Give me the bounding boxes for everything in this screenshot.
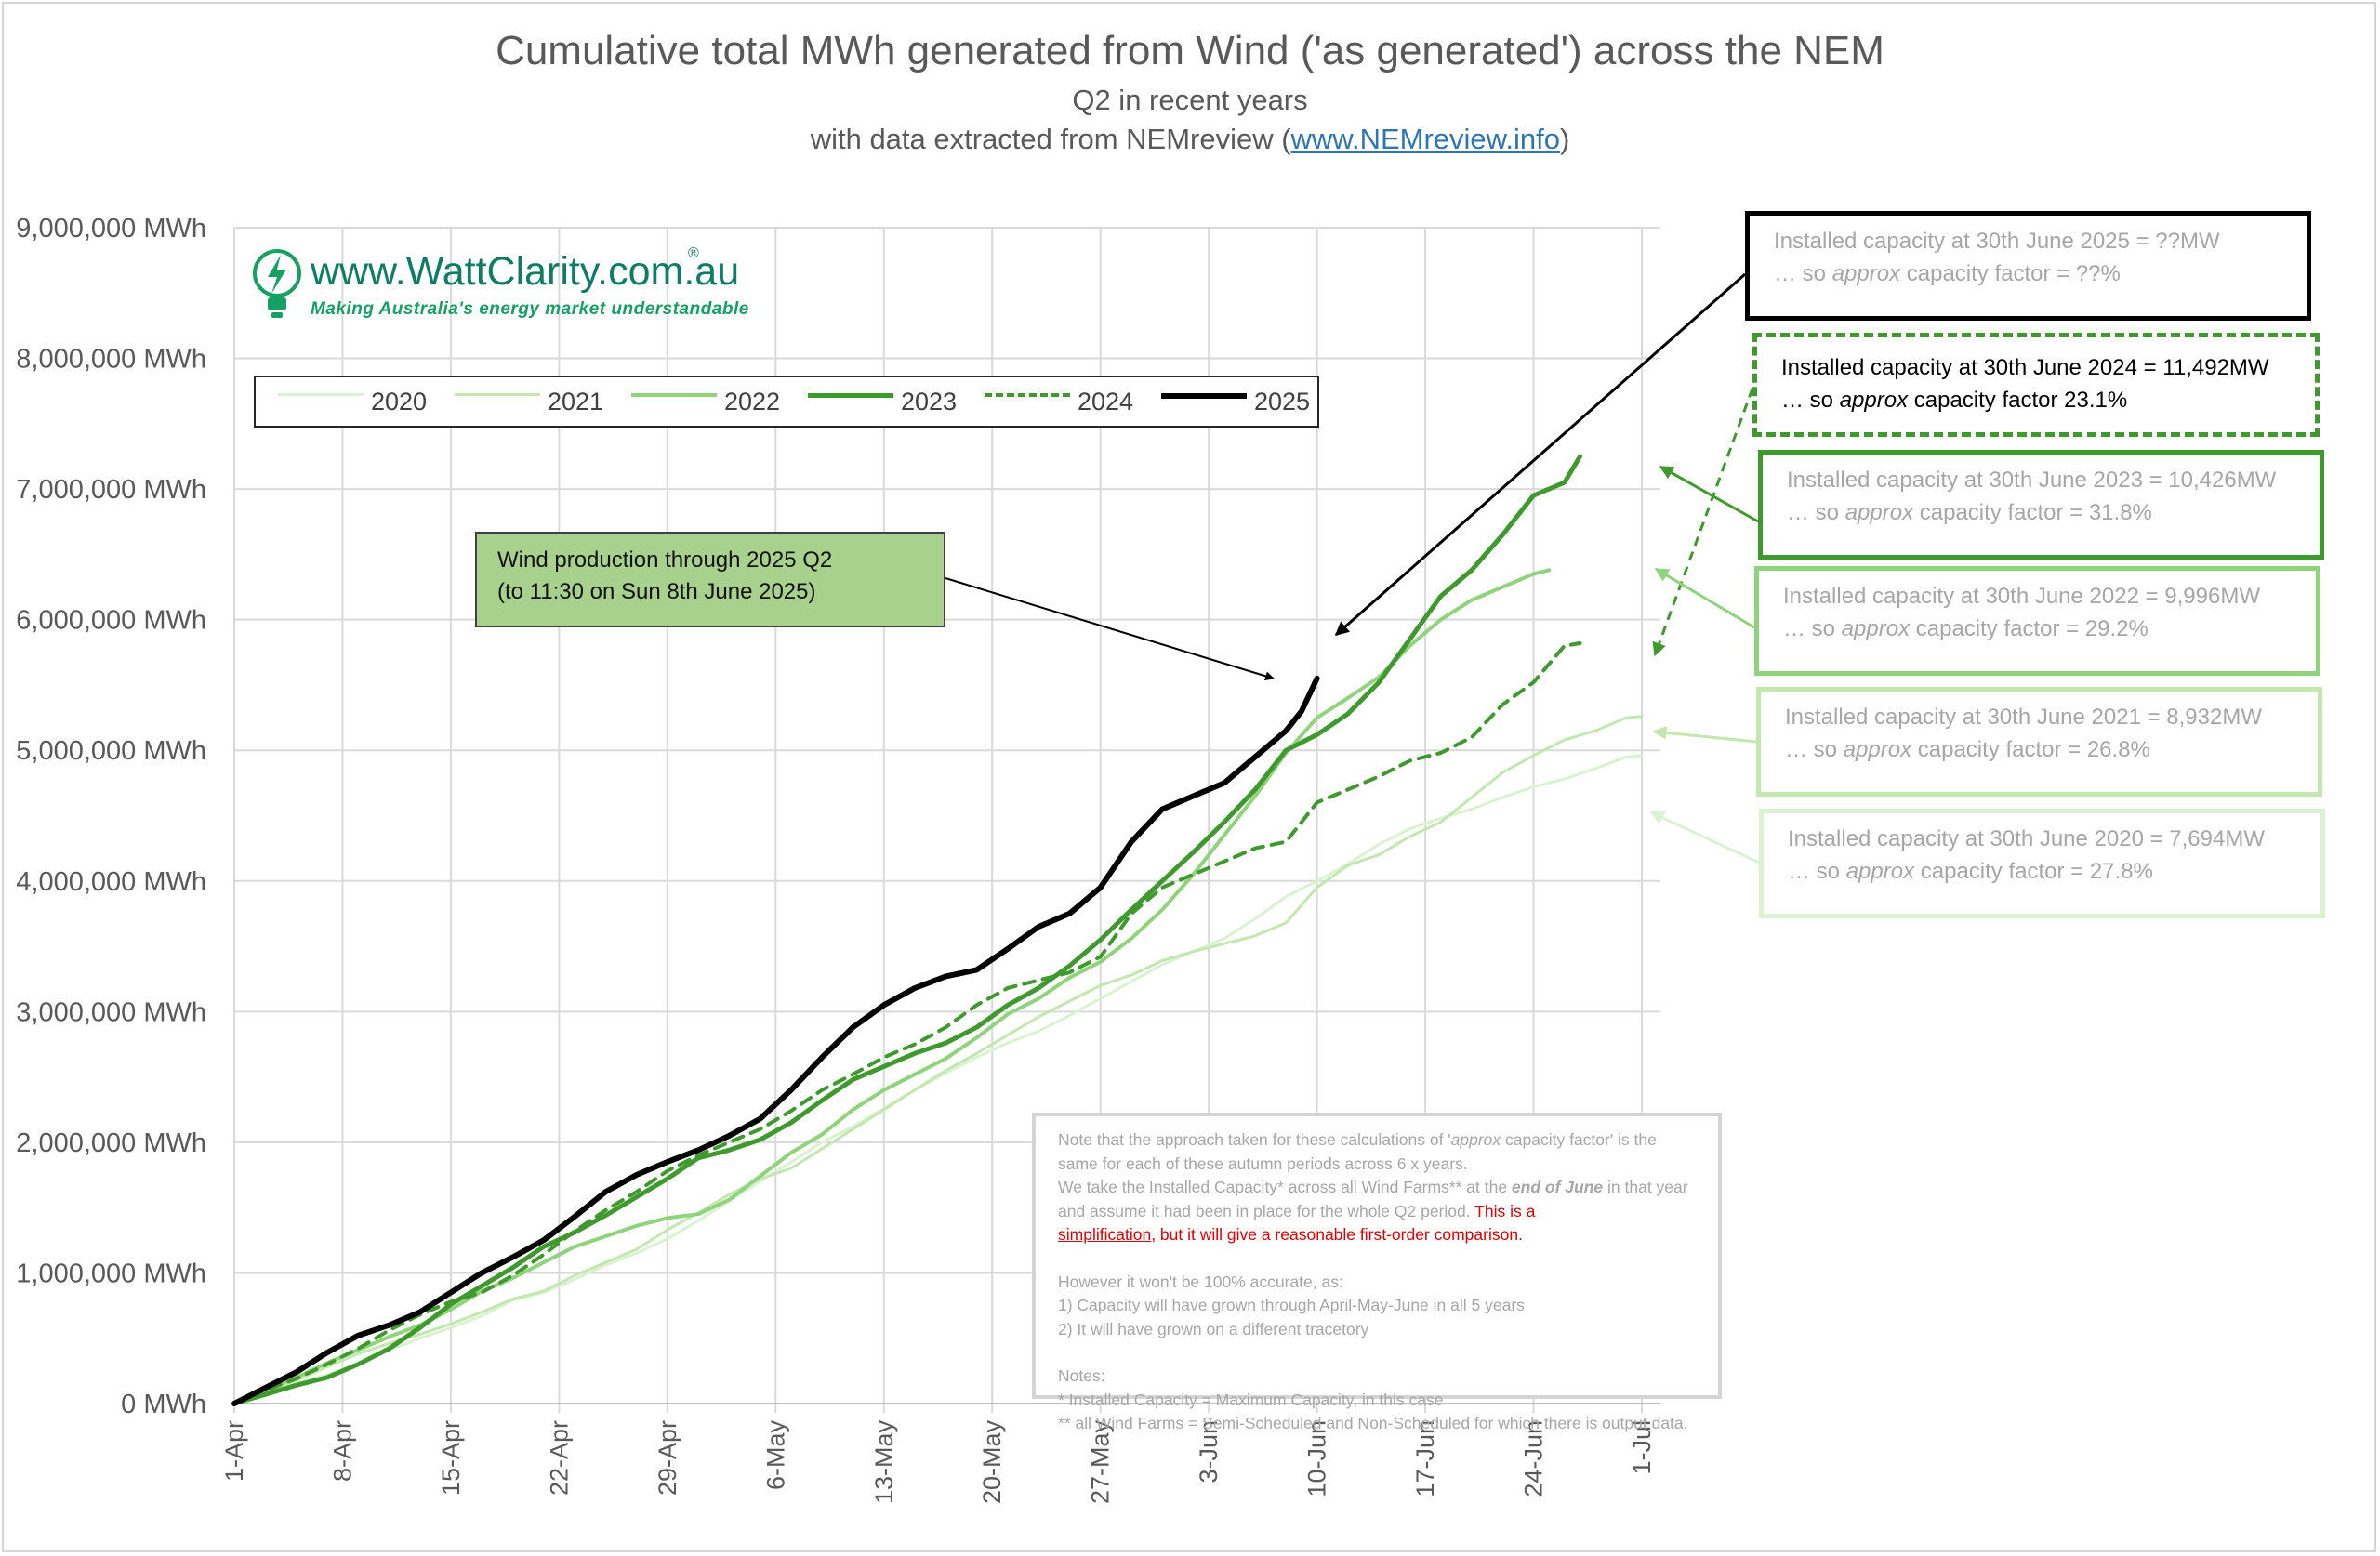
chart-source: with data extracted from NEMreview (www.… (0, 123, 2380, 156)
arrow-2023 (1659, 465, 1759, 523)
arrow-2022 (1654, 567, 1755, 629)
legend-label-2020: 2020 (371, 388, 428, 415)
x-tick-label: 22-Apr (545, 1420, 573, 1496)
notes-heading: Notes: (1058, 1366, 1105, 1385)
y-tick-label: 0 MWh (121, 1390, 206, 1419)
production-arrow (945, 577, 1275, 681)
callout-2020-line1: Installed capacity at 30th June 2020 = 7… (1788, 826, 2265, 851)
callout-2021-line1: Installed capacity at 30th June 2021 = 8… (1785, 705, 2262, 730)
series-line-2022 (232, 568, 1552, 1405)
x-tick-label: 8-Apr (328, 1420, 356, 1482)
y-tick-label: 6,000,000 MWh (16, 606, 206, 636)
legend-swatch-2022 (631, 393, 717, 397)
arrow-2024 (1652, 388, 1754, 657)
legend-swatch-2023 (808, 393, 893, 398)
y-axis-ticks: 0 MWh 1,000,000 MWh 2,000,000 MWh 3,000,000… (16, 214, 206, 1419)
legend-swatch-2025 (1161, 393, 1247, 399)
lightning-bulb-icon (253, 249, 301, 318)
x-tick-label: 3-Jun (1195, 1420, 1223, 1483)
notes-paragraph-1: Note that the approach taken for these c… (1058, 1130, 1657, 1173)
callout-2024-line1: Installed capacity at 30th June 2024 = 1… (1781, 355, 2269, 380)
x-tick-label: 1-Apr (220, 1420, 248, 1482)
chart-title: Cumulative total MWh generated from Wind… (496, 28, 1884, 73)
notes-item-2: 2) It will have grown on a different tra… (1058, 1319, 1369, 1338)
notes-paragraph-2: We take the Installed Capacity* across a… (1058, 1178, 1688, 1244)
legend-label-2023: 2023 (901, 388, 958, 415)
capacity-callout-2023: Installed capacity at 30th June 2023 = 1… (1758, 450, 2324, 560)
callout-2025-line1: Installed capacity at 30th June 2025 = ?… (1774, 229, 2220, 254)
registered-mark: ® (688, 245, 699, 261)
x-tick-label: 29-Apr (654, 1420, 681, 1496)
x-tick-label: 17-Jun (1411, 1420, 1439, 1497)
notes-footnote-2: ** all Wind Farms = Semi-Scheduled and N… (1058, 1414, 1688, 1432)
x-tick-label: 20-May (978, 1420, 1006, 1505)
logo-tagline: Making Australia's energy market underst… (311, 299, 749, 319)
production-callout-line2: (to 11:30 on Sun 8th June 2025) (497, 579, 816, 604)
series-line-2024 (232, 641, 1582, 1405)
production-callout-line1: Wind production through 2025 Q2 (497, 547, 833, 573)
legend-swatch-2024 (985, 393, 1070, 397)
callout-2025-line2: … so approx capacity factor = ??% (1774, 261, 2121, 286)
legend-swatch-2020 (278, 393, 364, 396)
chart-subtitle: Q2 in recent years (1072, 84, 1308, 116)
nemreview-link[interactable]: www.NEMreview.info (1290, 123, 1560, 155)
y-tick-label: 4,000,000 MWh (16, 867, 206, 897)
notes-footnote-1: * Installed Capacity = Maximum Capacity,… (1058, 1390, 1444, 1409)
callout-2022-line1: Installed capacity at 30th June 2022 = 9… (1783, 584, 2260, 609)
notes-item-1: 1) Capacity will have grown through Apri… (1058, 1296, 1525, 1314)
legend-label-2021: 2021 (548, 388, 604, 415)
capacity-callout-2025: Installed capacity at 30th June 2025 = ?… (1745, 211, 2311, 321)
y-tick-label: 3,000,000 MWh (16, 997, 206, 1027)
wattclarity-logo[interactable]: www.WattClarity.com.au ® Making Australi… (251, 245, 772, 329)
callout-2024-line2: … so approx capacity factor 23.1% (1781, 388, 2128, 413)
series-line-2020 (232, 754, 1644, 1405)
series-line-2023 (231, 454, 1582, 1406)
series-lines (231, 454, 1644, 1406)
capacity-callout-2022: Installed capacity at 30th June 2022 = 9… (1754, 566, 2320, 676)
y-tick-label: 2,000,000 MWh (16, 1128, 206, 1158)
legend-swatch-2021 (455, 393, 540, 396)
x-axis-ticks: 1-Apr 8-Apr 15-Apr 22-Apr 29-Apr 6-May 13-May 2… (220, 1420, 1656, 1505)
source-prefix: with data extracted from NEMreview ( (810, 123, 1291, 155)
arrow-2021 (1652, 725, 1757, 744)
x-tick-label: 10-Jun (1303, 1420, 1331, 1497)
y-tick-label: 1,000,000 MWh (16, 1259, 206, 1288)
x-tick-label: 15-Apr (437, 1420, 465, 1496)
source-suffix: ) (1559, 123, 1570, 155)
legend-label-2022: 2022 (724, 388, 781, 415)
callout-2023-line2: … so approx capacity factor = 31.8% (1787, 500, 2152, 525)
series-line-2025 (231, 675, 1320, 1406)
capacity-callout-2021: Installed capacity at 30th June 2021 = 8… (1756, 687, 2322, 797)
callout-arrows (945, 272, 1760, 864)
x-tick-label: 1-Jul (1628, 1420, 1656, 1475)
x-tick-label: 6-May (761, 1420, 789, 1491)
y-tick-label: 8,000,000 MWh (16, 345, 206, 375)
notes-paragraph-3: However it won't be 100% accurate, as: (1058, 1272, 1343, 1291)
series-line-2021 (232, 715, 1644, 1405)
arrow-2020 (1649, 811, 1760, 864)
legend-label-2025: 2025 (1254, 388, 1311, 415)
x-tick-label: 13-May (870, 1420, 898, 1505)
x-tick-label: 27-May (1087, 1420, 1115, 1505)
chart-legend: 2020 2021 2022 2023 2024 2025 (254, 376, 1319, 428)
y-tick-label: 5,000,000 MWh (16, 736, 206, 766)
y-tick-label: 7,000,000 MWh (16, 475, 206, 505)
capacity-callout-2024: Installed capacity at 30th June 2024 = 1… (1752, 333, 2320, 437)
callout-2021-line2: … so approx capacity factor = 26.8% (1785, 737, 2150, 762)
logo-url: www.WattClarity.com.au (311, 249, 740, 294)
y-tick-label: 9,000,000 MWh (16, 214, 206, 244)
arrow-2025 (1334, 272, 1746, 637)
methodology-notes: Note that the approach taken for these c… (1032, 1113, 1722, 1432)
legend-label-2024: 2024 (1078, 388, 1134, 415)
x-tick-label: 24-Jun (1520, 1420, 1548, 1497)
production-callout: Wind production through 2025 Q2 (to 11:3… (475, 532, 945, 627)
capacity-callout-2020: Installed capacity at 30th June 2020 = 7… (1759, 809, 2325, 918)
callout-2020-line2: … so approx capacity factor = 27.8% (1788, 859, 2153, 884)
callout-2023-line1: Installed capacity at 30th June 2023 = 1… (1787, 468, 2277, 493)
callout-2022-line2: … so approx capacity factor = 29.2% (1783, 616, 2149, 641)
